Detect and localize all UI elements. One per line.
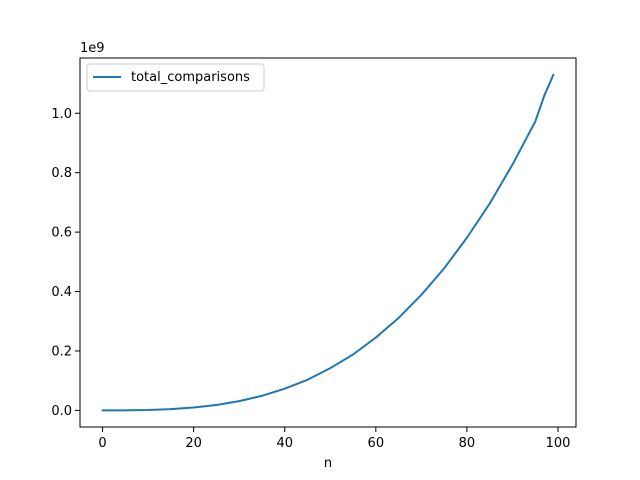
axes-frame — [79, 57, 577, 428]
x-tick-label: 60 — [368, 436, 385, 451]
y-axis-scale-label: 1e9 — [80, 41, 105, 56]
y-tick-label: 1.0 — [51, 107, 72, 122]
plot-layer — [101, 73, 555, 412]
y-tick-label: 0.0 — [51, 404, 72, 419]
x-tick-label: 40 — [276, 436, 293, 451]
legend-label: total_comparisons — [131, 70, 250, 85]
y-tick-label: 0.2 — [51, 344, 72, 359]
y-tick-label: 0.8 — [51, 166, 72, 181]
x-tick-label: 20 — [185, 436, 202, 451]
y-axis: 0.0 0.2 0.4 0.6 0.8 1.0 — [51, 107, 80, 419]
x-tick-label: 80 — [459, 436, 476, 451]
x-tick-label: 0 — [98, 436, 106, 451]
series-line-total_comparisons — [101, 73, 555, 412]
x-axis-label: n — [324, 456, 332, 471]
y-tick-label: 0.6 — [51, 226, 72, 241]
legend-box — [86, 63, 265, 92]
x-axis: 0 20 40 60 80 100 — [98, 427, 570, 451]
x-tick-label: 100 — [546, 436, 571, 451]
y-tick-label: 0.4 — [51, 285, 72, 300]
legend: total_comparisons — [86, 63, 265, 92]
